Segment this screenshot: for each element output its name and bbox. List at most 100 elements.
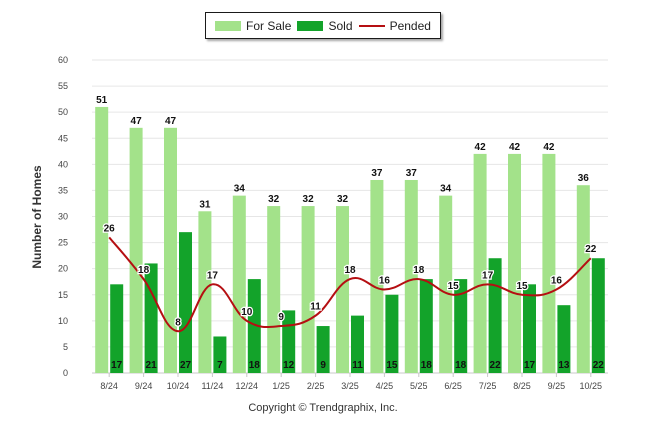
for-sale-swatch xyxy=(215,20,242,31)
bar-sold[interactable] xyxy=(523,284,536,373)
bar-sold[interactable] xyxy=(110,284,124,373)
bar-sold[interactable] xyxy=(454,279,468,373)
bar-for-sale[interactable] xyxy=(473,153,487,373)
y-tick-label: 35 xyxy=(58,185,68,195)
y-tick-label: 40 xyxy=(58,159,68,169)
data-label-pended: 15 xyxy=(516,281,528,292)
data-label-sold: 13 xyxy=(558,360,570,371)
bar-sold[interactable] xyxy=(316,326,330,373)
data-label-sold: 17 xyxy=(524,360,536,371)
x-tick-label: 10/25 xyxy=(580,381,603,391)
y-tick-label: 60 xyxy=(58,55,68,65)
data-label-for-sale: 51 xyxy=(96,95,108,106)
y-tick-label: 45 xyxy=(58,133,68,143)
bar-for-sale[interactable] xyxy=(198,211,212,373)
x-tick-label: 10/24 xyxy=(167,381,190,391)
bar-sold[interactable] xyxy=(385,294,399,373)
bar-sold[interactable] xyxy=(557,305,571,373)
data-label-pended: 15 xyxy=(448,281,460,292)
legend-item-pended[interactable]: Pended xyxy=(358,18,431,33)
x-tick-label: 7/25 xyxy=(479,381,497,391)
data-label-sold: 9 xyxy=(320,360,326,371)
data-label-sold: 17 xyxy=(111,360,123,371)
x-tick-label: 1/25 xyxy=(272,381,290,391)
data-label-pended: 18 xyxy=(138,265,150,276)
bar-sold[interactable] xyxy=(179,232,192,373)
bar-for-sale[interactable] xyxy=(129,127,143,373)
data-label-for-sale: 47 xyxy=(165,116,177,127)
y-axis-ticks: 0 5 10 15 20 25 30 35 40 45 50 55 60 xyxy=(58,55,68,378)
data-label-for-sale: 32 xyxy=(303,194,315,205)
data-label-for-sale: 42 xyxy=(543,142,555,153)
bar-sold[interactable] xyxy=(247,279,261,373)
data-label-sold: 22 xyxy=(593,360,605,371)
grid-lines xyxy=(92,59,608,374)
data-label-pended: 22 xyxy=(585,244,597,255)
x-tick-label: 8/24 xyxy=(100,381,118,391)
x-tick-label: 2/25 xyxy=(307,381,325,391)
bar-for-sale[interactable] xyxy=(301,206,315,373)
y-tick-label: 15 xyxy=(58,290,68,300)
data-label-pended: 17 xyxy=(207,270,219,281)
bar-for-sale[interactable] xyxy=(370,179,384,373)
bar-sold[interactable] xyxy=(591,258,605,373)
bar-for-sale[interactable] xyxy=(576,185,590,373)
data-label-for-sale: 32 xyxy=(268,194,280,205)
legend-item-for-sale[interactable]: For Sale xyxy=(215,19,291,33)
bar-sold[interactable] xyxy=(213,336,227,373)
copyright-footer: Copyright © Trendgraphix, Inc. xyxy=(248,402,398,414)
data-label-pended: 16 xyxy=(551,276,563,287)
bar-sold[interactable] xyxy=(351,315,364,373)
legend-label-pended: Pended xyxy=(389,18,431,33)
pended-series-line[interactable] xyxy=(108,236,592,333)
x-tick-label: 5/25 xyxy=(410,381,428,391)
bar-for-sale[interactable] xyxy=(95,106,109,373)
y-tick-label: 20 xyxy=(58,264,68,274)
data-label-for-sale: 31 xyxy=(199,199,211,210)
data-label-sold: 11 xyxy=(352,360,363,371)
bar-sold[interactable] xyxy=(144,263,158,373)
data-label-pended: 9 xyxy=(278,312,284,323)
y-tick-label: 10 xyxy=(58,316,68,326)
legend: For Sale Sold Pended xyxy=(205,12,441,39)
bar-for-sale[interactable] xyxy=(267,206,281,373)
legend-label-for-sale: For Sale xyxy=(246,18,292,33)
data-label-sold: 22 xyxy=(490,360,502,371)
y-tick-label: 0 xyxy=(63,368,68,378)
bar-for-sale[interactable] xyxy=(164,127,177,373)
data-labels: 51 17 47 21 47 27 31 7 34 18 32 12 32 9 32 11 37 15 37 18 34… xyxy=(96,95,604,371)
y-tick-label: 55 xyxy=(58,81,68,91)
legend-item-sold[interactable]: Sold xyxy=(297,18,353,33)
pended-line xyxy=(108,236,592,333)
data-label-for-sale: 37 xyxy=(406,168,418,179)
bar-for-sale[interactable] xyxy=(439,195,453,373)
data-label-pended: 16 xyxy=(379,276,391,287)
y-tick-label: 50 xyxy=(58,107,68,117)
data-label-sold: 15 xyxy=(386,360,398,371)
y-tick-label: 30 xyxy=(58,212,68,222)
data-label-for-sale: 37 xyxy=(371,168,383,179)
x-tick-label: 9/25 xyxy=(548,381,566,391)
y-tick-label: 5 xyxy=(63,342,68,352)
x-tick-label: 4/25 xyxy=(376,381,394,391)
data-label-pended: 10 xyxy=(241,307,253,318)
data-label-sold: 27 xyxy=(180,360,192,371)
bar-for-sale[interactable] xyxy=(232,195,246,373)
y-axis-title: Number of Homes xyxy=(30,165,44,269)
x-tick-label: 9/24 xyxy=(135,381,153,391)
data-label-sold: 21 xyxy=(146,360,158,371)
data-label-pended: 18 xyxy=(413,265,425,276)
bar-for-sale[interactable] xyxy=(336,206,349,373)
legend-label-sold: Sold xyxy=(328,18,353,33)
data-label-pended: 8 xyxy=(175,317,181,328)
bar-for-sale[interactable] xyxy=(404,179,418,373)
bar-for-sale[interactable] xyxy=(542,153,556,373)
bar-for-sale[interactable] xyxy=(508,153,521,373)
data-label-pended: 18 xyxy=(344,265,356,276)
bar-sold[interactable] xyxy=(419,279,433,373)
data-label-for-sale: 34 xyxy=(234,184,246,195)
data-label-sold: 12 xyxy=(283,360,295,371)
x-axis-ticks: 8/24 9/24 10/24 11/24 12/24 1/25 2/25 3/25 4/25 5… xyxy=(100,373,602,391)
data-label-sold: 18 xyxy=(421,360,433,371)
